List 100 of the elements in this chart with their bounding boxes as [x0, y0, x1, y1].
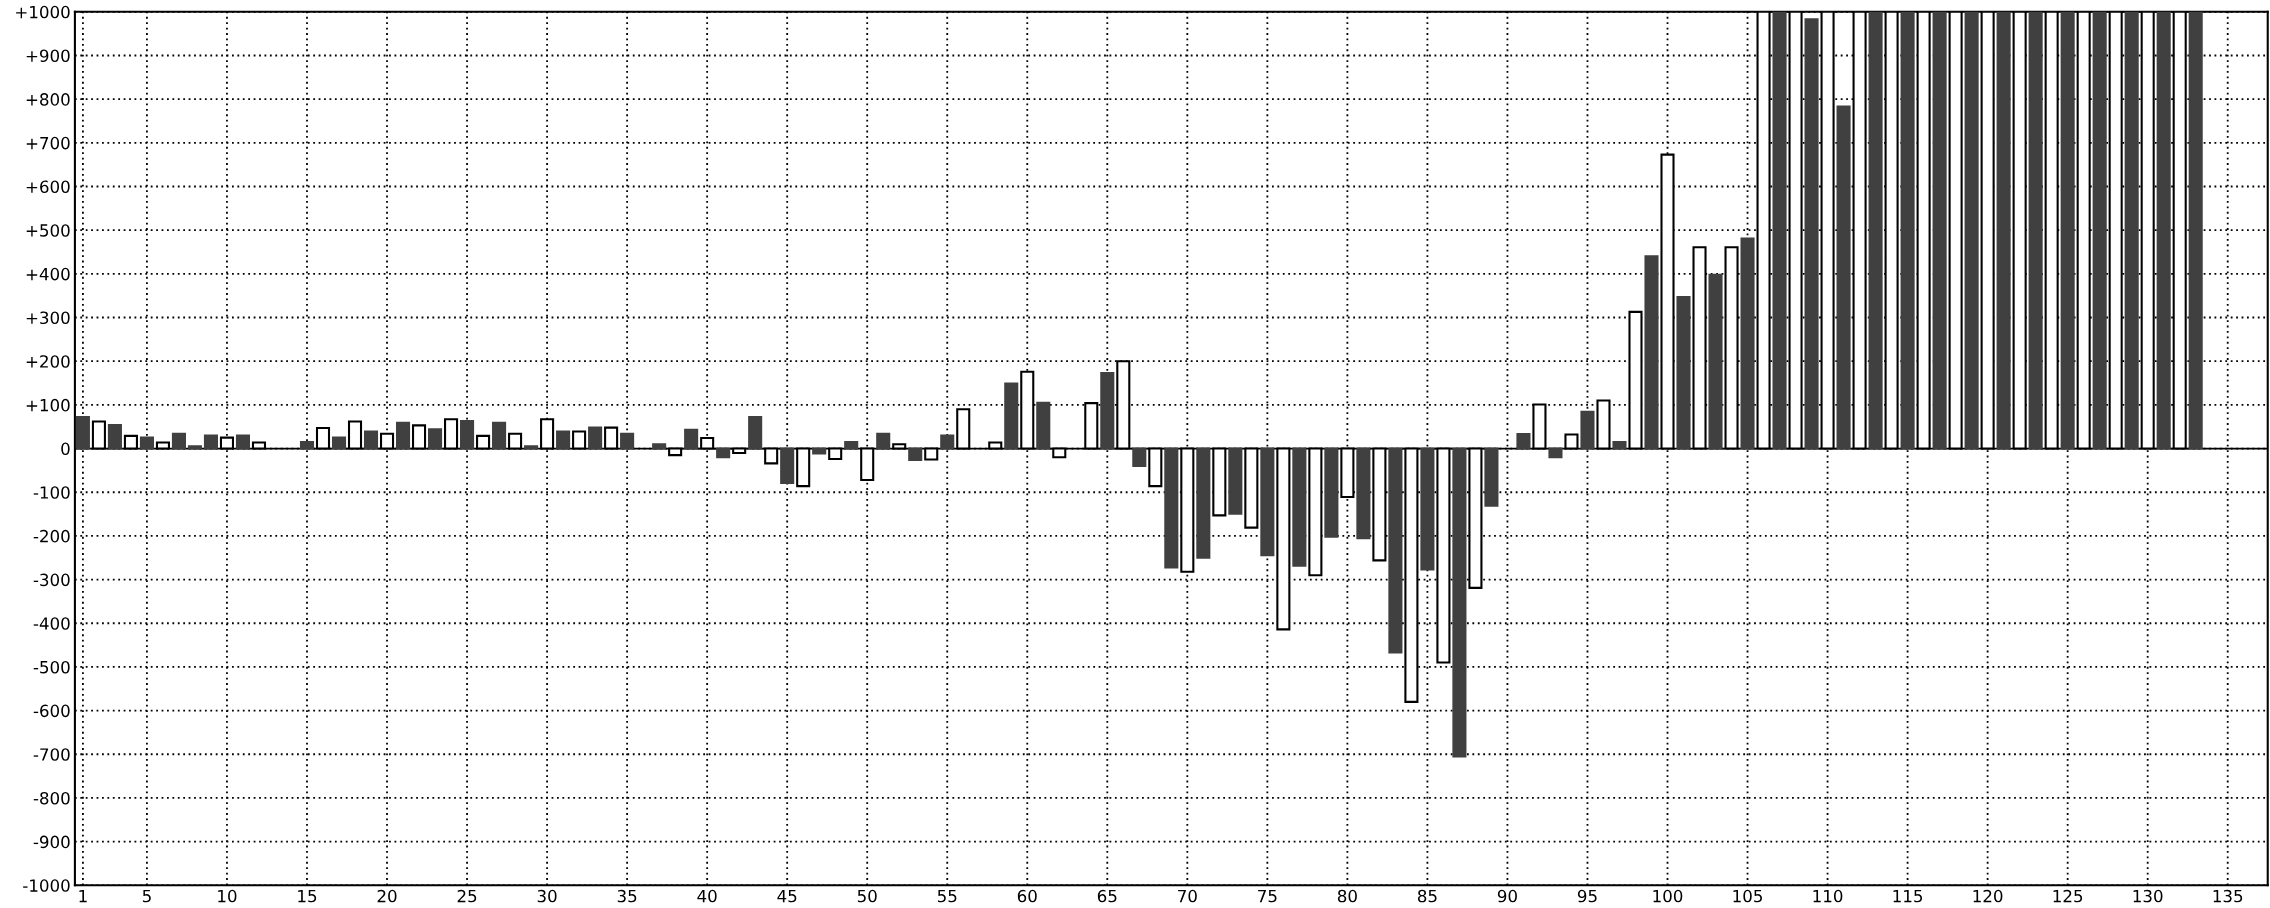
bar [171, 432, 186, 450]
x-tick-label: 105 [1733, 889, 1762, 903]
bar [556, 430, 571, 450]
bar [1740, 237, 1755, 450]
x-tick-label: 125 [2053, 889, 2083, 903]
bar [1164, 447, 1179, 569]
bar [428, 428, 443, 450]
bar [331, 436, 347, 450]
x-tick-label: 1 [79, 889, 87, 903]
y-tick-label: -300 [33, 573, 70, 587]
bar [1452, 447, 1467, 758]
bar [1548, 447, 1563, 459]
bar [2156, 11, 2171, 450]
x-tick-label: 40 [697, 889, 717, 903]
x-tick-label: 50 [857, 889, 877, 903]
x-tick-label: 10 [218, 889, 237, 903]
x-tick-label: 45 [777, 889, 797, 903]
y-tick-label: -800 [33, 791, 70, 805]
x-tick-label: 25 [457, 889, 477, 903]
y-tick-label: -100 [33, 486, 70, 499]
bar [1868, 11, 1883, 450]
y-tick-label: +400 [26, 267, 70, 281]
x-tick-label: 130 [2133, 889, 2163, 903]
bar [1836, 105, 1851, 450]
bar [1612, 440, 1627, 450]
bar [1100, 371, 1115, 450]
y-tick-label: +300 [26, 311, 70, 325]
bar [299, 440, 315, 450]
bar [652, 443, 667, 450]
bar [2124, 11, 2139, 450]
bar [2092, 11, 2107, 450]
bar [844, 440, 859, 450]
bar [876, 432, 891, 450]
bar [492, 421, 507, 450]
bar [524, 445, 539, 450]
x-tick-label: 55 [937, 889, 957, 903]
bar [460, 420, 475, 450]
x-tick-label: 85 [1417, 889, 1437, 903]
bar [2060, 11, 2075, 450]
y-tick-label: +1000 [16, 5, 70, 19]
bar [1292, 447, 1307, 567]
bar [1004, 382, 1019, 450]
y-tick-label: -600 [33, 704, 70, 718]
bar [1036, 401, 1051, 450]
bar [2188, 11, 2203, 450]
bar [1580, 410, 1595, 450]
y-tick-label: +100 [26, 398, 70, 412]
y-tick-label: +200 [26, 355, 70, 368]
bar [1356, 447, 1371, 540]
y-tick-label: +800 [26, 93, 70, 106]
bar [187, 445, 202, 450]
x-tick-label: 65 [1097, 889, 1117, 903]
bar [107, 423, 122, 450]
x-tick-label: 120 [1973, 889, 2003, 903]
bar [363, 430, 379, 450]
x-tick-label: 95 [1577, 889, 1597, 903]
x-tick-label: 75 [1258, 889, 1277, 903]
bar [1900, 11, 1915, 450]
x-tick-label: 115 [1893, 889, 1923, 903]
y-tick-label: -400 [33, 617, 70, 630]
y-tick-label: -700 [33, 748, 70, 761]
x-tick-label: 90 [1497, 889, 1517, 903]
x-tick-label: 60 [1017, 889, 1037, 903]
bar [1964, 11, 1979, 450]
bar [812, 447, 827, 455]
x-tick-label: 20 [377, 889, 397, 903]
x-tick-label: 30 [537, 889, 557, 903]
bar [1388, 447, 1403, 654]
bar [1260, 447, 1275, 557]
bar [1324, 447, 1339, 538]
y-tick-label: +500 [26, 224, 70, 237]
x-tick-label: 15 [298, 889, 317, 903]
x-tick-label: 35 [617, 889, 637, 903]
y-tick-label: -200 [33, 529, 70, 543]
bar [1228, 447, 1243, 515]
bar [1804, 18, 1819, 450]
bar [748, 416, 763, 450]
bar [1996, 11, 2011, 450]
bar [684, 428, 699, 450]
y-tick-label: +600 [26, 180, 70, 194]
bar [1196, 447, 1211, 559]
x-tick-label: 135 [2213, 889, 2243, 903]
x-tick-label: 80 [1337, 889, 1357, 903]
bar [139, 436, 154, 450]
bar [395, 421, 411, 450]
bar [1772, 11, 1787, 450]
x-tick-label: 5 [142, 889, 151, 903]
bar [1644, 255, 1659, 450]
bar [716, 447, 731, 459]
bar [1484, 447, 1499, 507]
y-tick-label: -500 [33, 660, 70, 674]
x-tick-label: 110 [1813, 889, 1843, 903]
bar [1516, 433, 1531, 450]
bar [620, 432, 635, 450]
bar [1708, 273, 1723, 450]
bar [1132, 447, 1147, 468]
bar [203, 434, 218, 450]
bar [75, 416, 90, 450]
y-tick-label: +700 [26, 136, 70, 150]
bar [1932, 11, 1947, 450]
